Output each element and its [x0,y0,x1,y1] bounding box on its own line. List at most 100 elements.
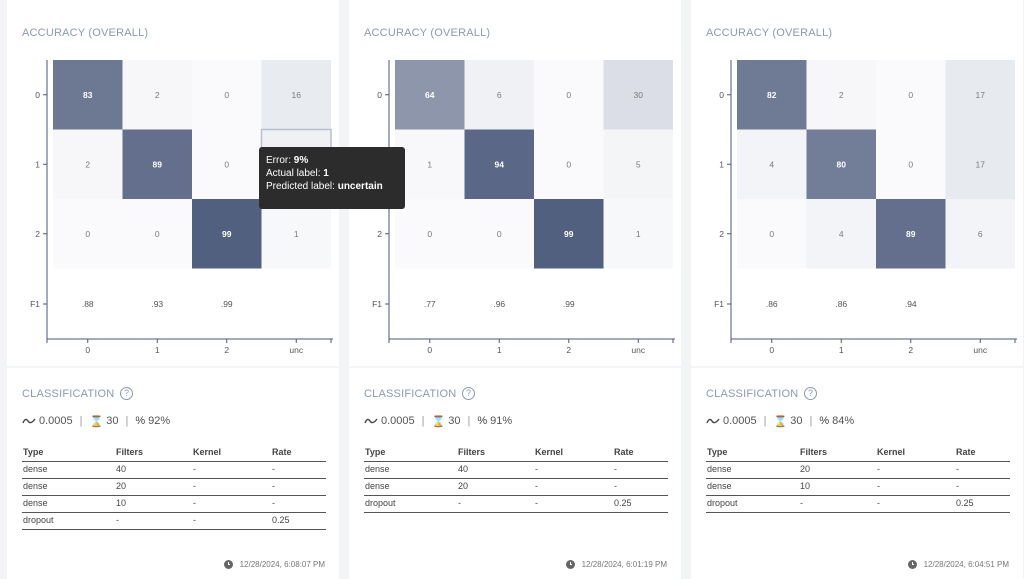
x-tick-label: unc [973,345,987,355]
matrix-cell[interactable] [464,129,535,200]
matrix-cell[interactable] [945,129,1016,200]
table-cell: 10 [115,495,192,513]
matrix-cell-value: 16 [292,90,302,100]
help-icon[interactable]: ? [462,387,475,400]
matrix-cell[interactable] [261,60,332,130]
matrix-cell[interactable] [53,199,123,269]
experiment-card: ACCURACY (OVERALL)8320162890900991.88.93… [7,0,339,579]
clock-icon [565,560,575,569]
matrix-cell[interactable] [806,129,877,200]
accuracy-value: 92% [148,415,171,427]
table-cell: dense [706,478,799,496]
table-cell: - [876,495,955,513]
matrix-cell[interactable] [876,199,946,269]
matrix-cell[interactable] [737,129,807,200]
classification-title: CLASSIFICATION [364,388,457,400]
matrix-cell-value: 5 [636,159,641,169]
matrix-cell-value: 6 [497,90,502,100]
matrix-cell[interactable] [737,60,807,130]
matrix-cell[interactable] [876,60,946,130]
column-header: Filters [799,446,876,462]
table-cell: 0.25 [955,495,1010,513]
matrix-cell-value: 1 [294,229,299,239]
y-tick-label: 0 [377,90,382,100]
timestamp-text: 12/28/2024, 6:08:07 PM [239,560,325,569]
accuracy-value: 84% [832,415,855,427]
matrix-cell[interactable] [53,129,123,200]
matrix-cell[interactable] [192,199,262,269]
classification-title: CLASSIFICATION [706,388,799,400]
x-tick-label: unc [631,345,645,355]
matrix-cell[interactable] [261,199,332,269]
matrix-cell[interactable] [53,60,123,130]
experiment-card: ACCURACY (OVERALL) 64 6 0 30 1 94 0 5 0 0 99 1 .77 .96… [349,0,681,579]
matrix-cell[interactable] [122,60,193,130]
learning-rate-icon [22,418,36,424]
table-cell: 40 [115,461,192,479]
matrix-cell[interactable] [192,60,262,130]
f1-value: .77 [424,299,436,309]
y-tick-label: 0 [35,90,40,100]
epochs-value: 30 [106,415,119,427]
column-header: Filters [115,446,192,462]
table-cell: - [192,512,271,530]
matrix-cell[interactable] [534,60,604,130]
table-cell: 20 [115,478,192,496]
epochs-value: 30 [790,415,803,427]
matrix-cell-value: 0 [908,90,913,100]
table-cell: dense [22,461,115,479]
stats-separator: | [467,415,471,427]
y-tick-label: 2 [377,229,382,239]
help-icon[interactable]: ? [120,387,133,400]
table-cell: - [192,478,271,496]
accuracy-section: ACCURACY (OVERALL) 82 2 0 17 4 80 0 17 0 4 89 6 .86 .8… [691,6,1023,366]
column-header: Kernel [876,446,955,462]
hourglass-icon: ⌛ [89,415,104,428]
matrix-cell[interactable] [945,199,1016,269]
matrix-cell[interactable] [806,60,877,130]
matrix-cell[interactable] [395,60,465,130]
matrix-cell[interactable] [806,199,877,269]
table-row: dense 10- - [22,495,326,513]
matrix-cell-value: 83 [83,90,93,100]
y-tick-label: 2 [35,229,40,239]
matrix-cell[interactable] [395,199,465,269]
percent-icon: % [135,415,146,427]
matrix-cell[interactable] [395,129,465,200]
column-header: Rate [955,446,1010,462]
tooltip-error: Error: 9% [266,155,309,166]
matrix-cell-value: 0 [224,90,229,100]
f1-value: .93 [151,299,163,309]
table-cell: - [192,461,271,479]
matrix-cell[interactable] [192,129,262,200]
hourglass-icon: ⌛ [431,415,446,428]
stats-row: 0.0005 | ⌛ 30 | % 91% [364,414,512,428]
matrix-cell[interactable] [876,129,946,200]
column-header: Type [706,446,799,462]
matrix-cell[interactable] [603,60,674,130]
matrix-cell[interactable] [534,199,604,269]
matrix-cell-value: 80 [837,159,847,169]
stats-row: 0.0005 | ⌛ 30 | % 84% [706,414,854,428]
table-cell: 40 [457,461,534,479]
matrix-cell[interactable] [737,199,807,269]
tooltip-predicted: Predicted label: uncertain [266,181,383,192]
learning-rate-value: 0.0005 [39,415,73,427]
matrix-cell[interactable] [122,199,193,269]
matrix-cell[interactable] [945,60,1016,130]
x-tick-label: 2 [908,345,913,355]
percent-icon: % [819,415,830,427]
learning-rate-icon [364,418,378,424]
matrix-cell-value: 99 [564,229,574,239]
help-icon[interactable]: ? [804,387,817,400]
f1-value: .99 [221,299,233,309]
matrix-cell[interactable] [122,129,193,200]
matrix-cell[interactable] [603,129,674,200]
matrix-cell[interactable] [534,129,604,200]
layers-table: Type Filters Kernel Rate dense 20- - dense 10- -… [706,446,1010,513]
table-cell: - [534,478,613,496]
matrix-cell[interactable] [464,60,535,130]
matrix-cell[interactable] [464,199,535,269]
matrix-cell[interactable] [603,199,674,269]
